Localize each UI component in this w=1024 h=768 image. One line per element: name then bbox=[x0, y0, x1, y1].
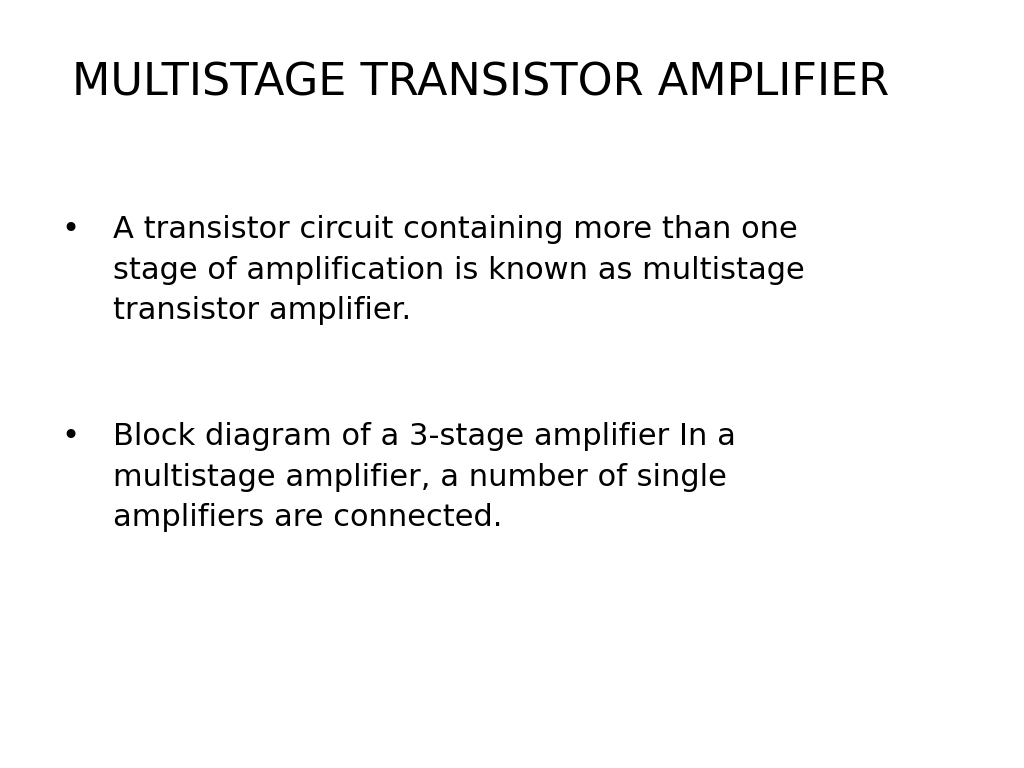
Text: Block diagram of a 3-stage amplifier In a
multistage amplifier, a number of sing: Block diagram of a 3-stage amplifier In … bbox=[113, 422, 735, 532]
Text: A transistor circuit containing more than one
stage of amplification is known as: A transistor circuit containing more tha… bbox=[113, 215, 805, 325]
Text: •: • bbox=[61, 215, 80, 244]
Text: MULTISTAGE TRANSISTOR AMPLIFIER: MULTISTAGE TRANSISTOR AMPLIFIER bbox=[72, 61, 889, 104]
Text: •: • bbox=[61, 422, 80, 452]
